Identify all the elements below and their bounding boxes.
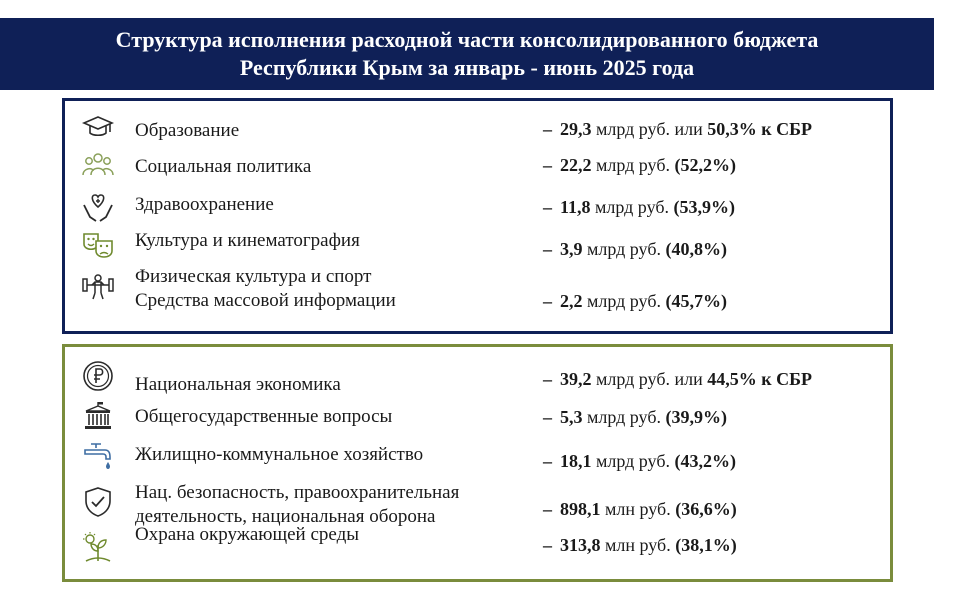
item-value: –18,1 млрд руб. (43,2%) — [543, 451, 736, 471]
item-label: Охрана окружающей среды — [135, 524, 360, 545]
social-spending-panel: Образование –29,3 млрд руб. или 50,3% к … — [62, 98, 893, 334]
item-value: –2,2 млрд руб. (45,7%) — [543, 291, 727, 311]
eco-plant-icon — [81, 531, 115, 565]
header-title-line2: Республики Крым за январь - июнь 2025 го… — [239, 55, 695, 80]
item-label: Культура и кинематография — [135, 230, 360, 251]
economy-spending-panel: Национальная экономика –39,2 млрд руб. и… — [62, 344, 893, 582]
water-tap-icon — [81, 439, 115, 473]
item-label: Социальная политика — [135, 156, 312, 177]
shield-check-icon — [81, 485, 115, 519]
item-value: –39,2 млрд руб. или 44,5% к СБР — [543, 369, 812, 389]
item-value: –898,1 млн руб. (36,6%) — [543, 499, 737, 519]
item-label: Национальная экономика — [135, 374, 341, 395]
heart-hands-icon — [81, 191, 115, 225]
item-value: –11,8 млрд руб. (53,9%) — [543, 197, 735, 217]
item-label: Образование — [135, 120, 240, 141]
item-value: –3,9 млрд руб. (40,8%) — [543, 239, 727, 259]
theater-masks-icon — [81, 229, 115, 263]
people-group-icon — [81, 149, 115, 183]
item-label: Жилищно-коммунальное хозяйство — [135, 444, 424, 465]
item-label: Физическая культура и спорт — [135, 266, 372, 287]
item-value: –313,8 млн руб. (38,1%) — [543, 535, 737, 555]
ruble-coin-icon — [81, 359, 115, 393]
item-label-line2: Средства массовой информации — [135, 290, 396, 311]
item-label-line2: деятельность, национальная оборона — [135, 506, 436, 527]
graduation-cap-icon — [81, 111, 115, 145]
item-label: Нац. безопасность, правоохранительная — [135, 482, 460, 503]
weightlifting-icon — [81, 269, 115, 303]
header-banner: Структура исполнения расходной части кон… — [0, 18, 934, 90]
item-value: –22,2 млрд руб. (52,2%) — [543, 155, 736, 175]
government-building-icon — [81, 399, 115, 433]
header-title-line1: Структура исполнения расходной части кон… — [115, 27, 819, 52]
item-value: –5,3 млрд руб. (39,9%) — [543, 407, 727, 427]
item-label: Общегосударственные вопросы — [135, 406, 393, 427]
item-label: Здравоохранение — [135, 194, 274, 215]
item-value: –29,3 млрд руб. или 50,3% к СБР — [543, 119, 812, 139]
